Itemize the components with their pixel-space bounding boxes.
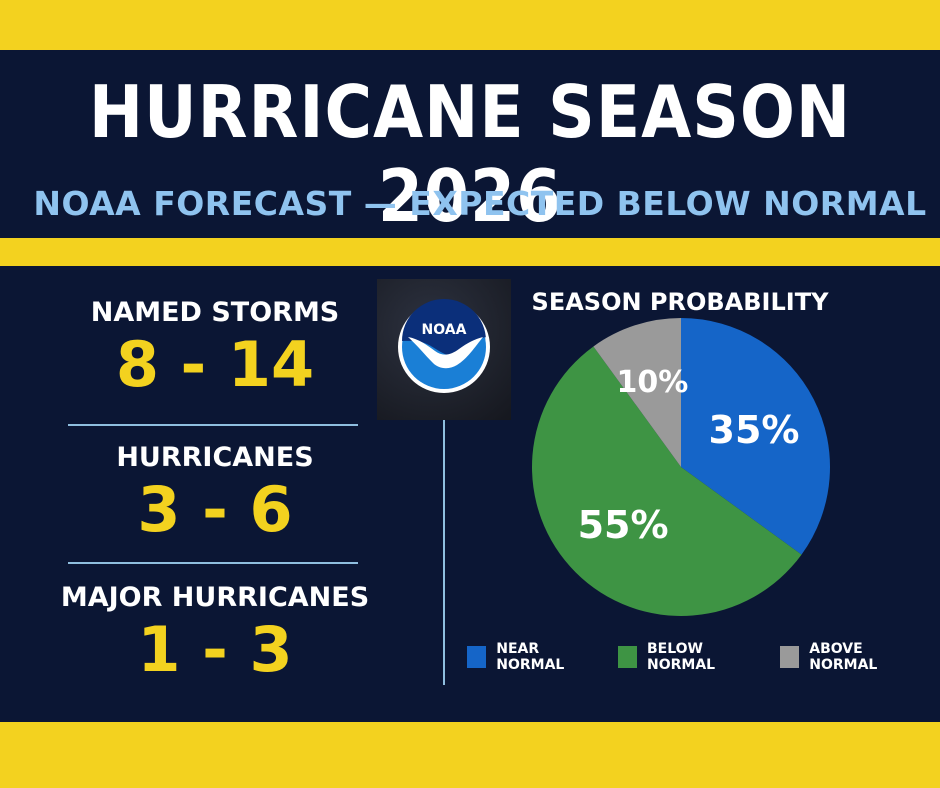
legend-swatch bbox=[779, 646, 800, 668]
pie-slice-above-normal bbox=[593, 318, 681, 467]
stat-value: 3 - 6 bbox=[137, 473, 293, 546]
chart-legend: NEAR NORMAL BELOW NORMAL ABOVE NORMAL bbox=[467, 641, 940, 673]
stat-label: HURRICANES bbox=[116, 442, 314, 473]
page-title: HURRICANE SEASON 2026 bbox=[88, 70, 852, 238]
header-band bbox=[0, 50, 940, 238]
page-subtitle: NOAA FORECAST — EXPECTED BELOW NORMAL bbox=[33, 184, 927, 223]
vertical-divider bbox=[443, 420, 445, 685]
stat-label: MAJOR HURRICANES bbox=[60, 582, 370, 613]
stat-named-storms: NAMED STORMS 8 - 14 bbox=[60, 297, 370, 396]
stat-value: 8 - 14 bbox=[115, 328, 315, 401]
legend-label: NEAR NORMAL bbox=[496, 641, 565, 673]
chart-title: SEASON PROBABILITY bbox=[531, 288, 829, 316]
pie-data-label: 35% bbox=[709, 408, 800, 452]
logo-panel: NOAA bbox=[377, 279, 511, 420]
pie-data-label: 55% bbox=[578, 503, 669, 547]
pie-slice-near-normal bbox=[681, 318, 830, 555]
divider bbox=[68, 424, 358, 426]
legend-swatch bbox=[617, 646, 637, 668]
logo-text: NOAA bbox=[422, 322, 467, 338]
legend-label: BELOW NORMAL bbox=[646, 641, 716, 673]
pie-slice-below-normal bbox=[532, 346, 802, 616]
legend-item: NEAR NORMAL bbox=[467, 641, 598, 673]
legend-label: ABOVE NORMAL bbox=[809, 641, 878, 673]
legend-item: BELOW NORMAL bbox=[617, 641, 760, 673]
pie-data-label: 10% bbox=[617, 365, 689, 400]
legend-item: ABOVE NORMAL bbox=[779, 641, 920, 673]
pie-chart: 35% 55% 10% bbox=[532, 318, 830, 616]
stat-value: 1 - 3 bbox=[137, 613, 293, 686]
noaa-logo-icon: NOAA bbox=[398, 299, 490, 393]
legend-swatch bbox=[467, 646, 487, 668]
stat-major-hurricanes: MAJOR HURRICANES 1 - 3 bbox=[60, 582, 370, 681]
stat-label: NAMED STORMS bbox=[90, 297, 340, 328]
stat-hurricanes: HURRICANES 3 - 6 bbox=[60, 442, 370, 541]
divider bbox=[68, 562, 358, 564]
